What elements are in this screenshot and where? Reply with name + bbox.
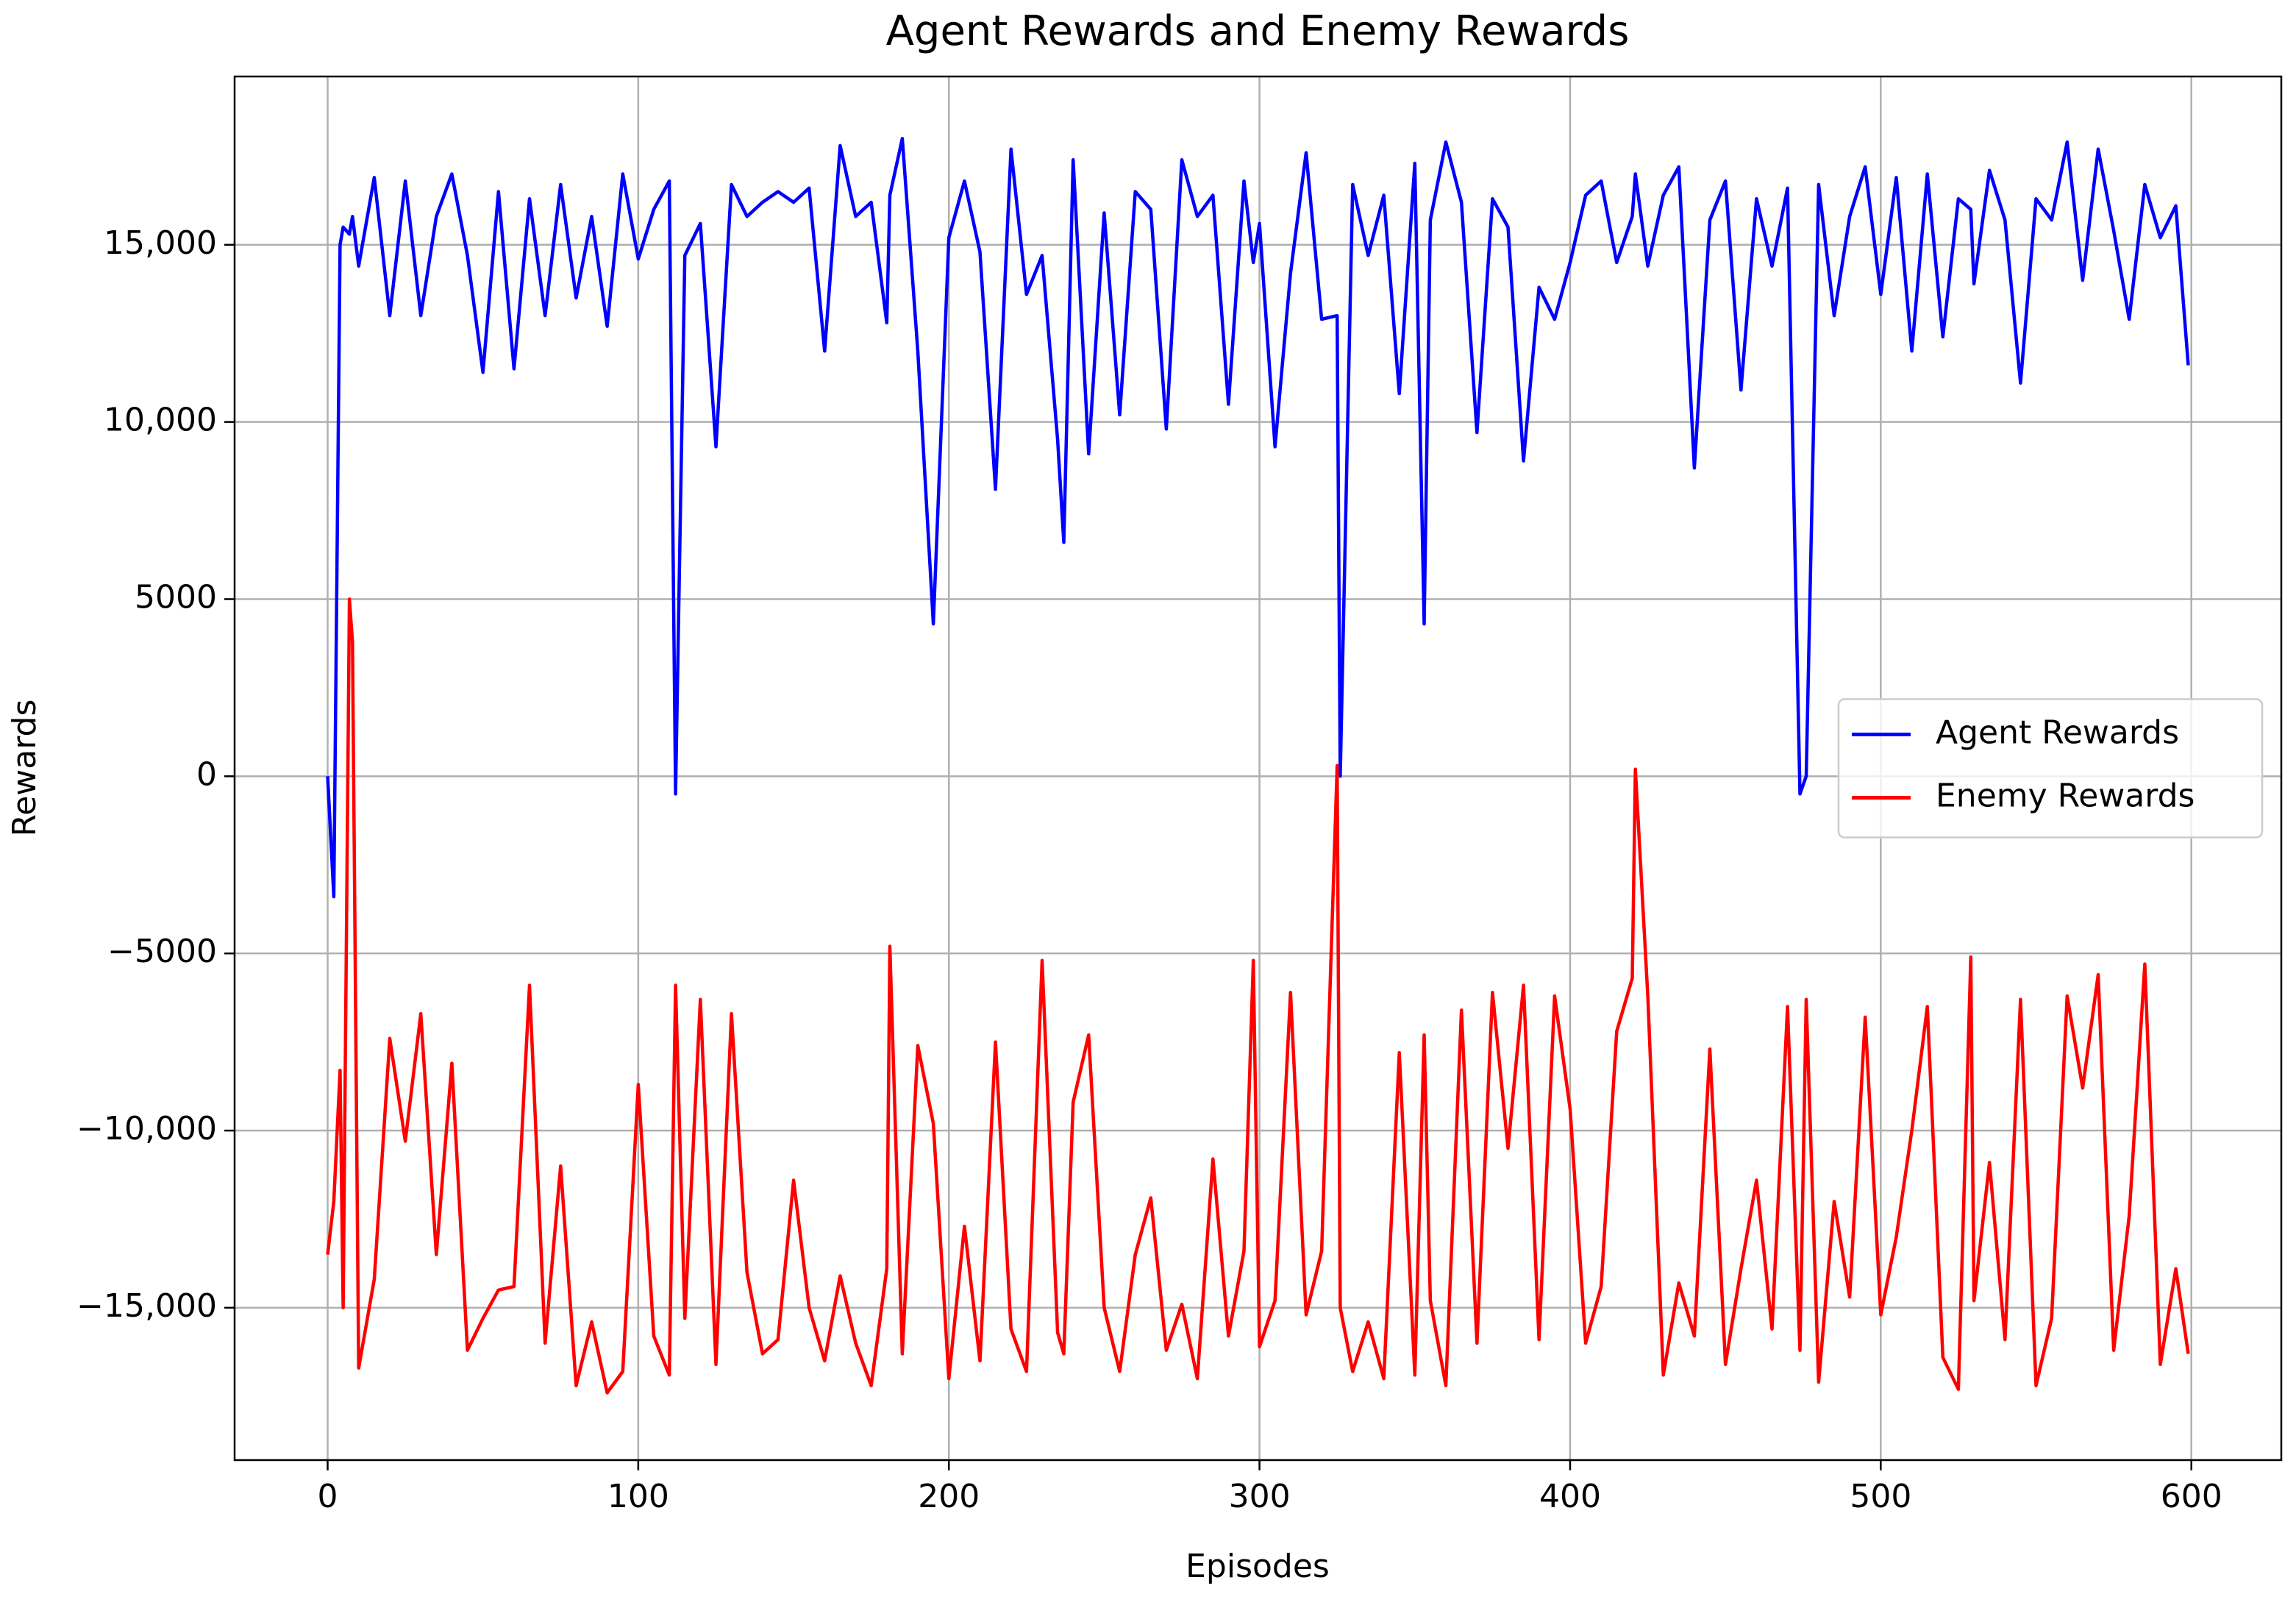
x-tick-label: 300: [1229, 1478, 1291, 1515]
x-axis-label: Episodes: [1186, 1548, 1330, 1585]
legend-label: Agent Rewards: [1936, 714, 2179, 752]
legend-label: Enemy Rewards: [1936, 777, 2195, 815]
chart-title: Agent Rewards and Enemy Rewards: [886, 7, 1630, 55]
y-axis-label: Rewards: [6, 700, 43, 837]
x-tick-label: 100: [607, 1478, 669, 1515]
data-line: [326, 137, 2190, 899]
y-tick-label: 0: [196, 755, 217, 793]
x-tick-label: 200: [918, 1478, 980, 1515]
y-tick-label: 10,000: [104, 402, 217, 439]
y-tick-label: −5000: [107, 933, 217, 970]
x-tick-label: 400: [1539, 1478, 1601, 1515]
y-tick-label: −15,000: [76, 1287, 217, 1325]
y-tick-label: 15,000: [104, 224, 217, 262]
x-tick-label: 0: [318, 1478, 338, 1515]
plot-frame: [233, 75, 2283, 1462]
legend-box: [1837, 698, 2264, 839]
x-tick-label: 500: [1850, 1478, 1911, 1515]
y-tick-label: −10,000: [76, 1110, 217, 1147]
data-line: [326, 597, 2190, 1395]
y-tick-label: 5000: [135, 578, 217, 616]
x-tick-label: 600: [2161, 1478, 2222, 1515]
legend: Agent Rewards Enemy Rewards: [1837, 698, 2264, 839]
